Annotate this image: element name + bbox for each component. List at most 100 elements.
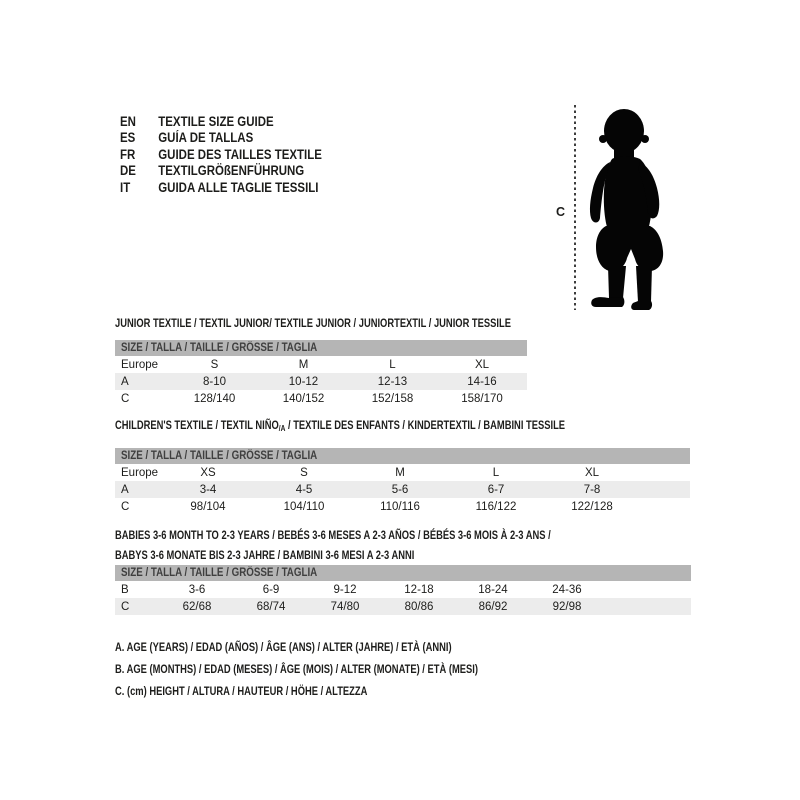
- height-label: C: [556, 205, 566, 219]
- height-cell: 152/158: [371, 392, 414, 405]
- filler-cell: [640, 481, 690, 498]
- babies-size-table: SIZE / TALLA / TAILLE / GRÖSSE / TAGLIA …: [115, 565, 691, 615]
- age-cell: 7-8: [583, 483, 601, 496]
- language-code: DE: [120, 163, 136, 179]
- language-row-es: ES GUÍA DE TALLAS: [120, 130, 322, 147]
- height-cell: 62/68: [182, 600, 212, 613]
- table-row-sizes: Europe S M L XL: [115, 356, 527, 373]
- table-row-height: C 98/104 104/110 110/116 116/122 122/128: [115, 498, 690, 515]
- language-label: TEXTILGRÖßENFÜHRUNG: [158, 163, 305, 179]
- language-label: GUÍA DE TALLAS: [158, 130, 254, 146]
- age-cell: 12-13: [377, 375, 408, 388]
- height-cell: 122/128: [571, 500, 613, 513]
- age-cell: 6-7: [487, 483, 505, 496]
- age-cell: 8-10: [202, 375, 227, 388]
- row-label: C: [121, 600, 130, 613]
- size-header-label: SIZE / TALLA / TAILLE / GRÖSSE / TAGLIA: [121, 342, 318, 354]
- size-cell: L: [492, 466, 500, 479]
- height-measure-dotted-line: [574, 105, 576, 310]
- legend-notes: A. AGE (YEARS) / EDAD (AÑOS) / ÂGE (ANS)…: [115, 636, 580, 702]
- language-list: EN TEXTILE SIZE GUIDE ES GUÍA DE TALLAS …: [120, 113, 358, 196]
- note-age-years: A. AGE (YEARS) / EDAD (AÑOS) / ÂGE (ANS)…: [115, 640, 452, 654]
- language-label: GUIDA ALLE TAGLIE TESSILI: [158, 179, 319, 195]
- age-cell: 3-4: [199, 483, 217, 496]
- table-row-height: C 62/68 68/74 74/80 80/86 86/92 92/98: [115, 598, 691, 615]
- size-cell: XS: [200, 466, 216, 479]
- age-cell: 9-12: [333, 583, 357, 596]
- height-cell: 86/92: [478, 600, 508, 613]
- table-row-age: A 3-4 4-5 5-6 6-7 7-8: [115, 481, 690, 498]
- size-header-bar: SIZE / TALLA / TAILLE / GRÖSSE / TAGLIA: [115, 448, 690, 464]
- children-title-sub: /A: [278, 423, 286, 433]
- filler-cell: [640, 498, 690, 515]
- size-cell: XL: [584, 466, 600, 479]
- junior-section-title: JUNIOR TEXTILE / TEXTIL JUNIOR/ TEXTILE …: [115, 316, 511, 330]
- language-row-de: DE TEXTILGRÖßENFÜHRUNG: [120, 163, 322, 180]
- size-cell: S: [300, 466, 308, 479]
- size-cell: M: [395, 466, 405, 479]
- language-code: ES: [120, 130, 136, 146]
- row-label: C: [121, 500, 130, 513]
- filler-cell: [604, 598, 691, 615]
- size-header-bar: SIZE / TALLA / TAILLE / GRÖSSE / TAGLIA: [115, 565, 691, 581]
- size-cell: XL: [474, 358, 490, 371]
- baby-figure: C: [545, 95, 715, 325]
- note-age-months: B. AGE (MONTHS) / EDAD (MESES) / ÂGE (MO…: [115, 662, 478, 676]
- size-header-label: SIZE / TALLA / TAILLE / GRÖSSE / TAGLIA: [121, 450, 318, 462]
- row-label: C: [121, 392, 130, 405]
- age-cell: 6-9: [262, 583, 280, 596]
- height-cell: 140/152: [282, 392, 325, 405]
- table-row-age: A 8-10 10-12 12-13 14-16: [115, 373, 527, 390]
- language-row-fr: FR GUIDE DES TAILLES TEXTILE: [120, 146, 322, 163]
- height-cell: 116/122: [475, 500, 517, 513]
- size-header-label: SIZE / TALLA / TAILLE / GRÖSSE / TAGLIA: [121, 567, 318, 579]
- height-cell: 92/98: [552, 600, 582, 613]
- age-cell: 12-18: [404, 583, 434, 596]
- height-cell: 74/80: [330, 600, 360, 613]
- language-code: IT: [120, 179, 131, 195]
- babies-title-line2: BABYS 3-6 MONATE BIS 2-3 JAHRE / BAMBINI…: [115, 547, 415, 562]
- table-row-age-months: B 3-6 6-9 9-12 12-18 18-24 24-36: [115, 581, 691, 598]
- region-label: Europe: [121, 466, 159, 479]
- age-cell: 24-36: [552, 583, 582, 596]
- children-title-pre: CHILDREN'S TEXTILE / TEXTIL NIÑO: [115, 418, 279, 432]
- age-cell: 10-12: [288, 375, 319, 388]
- age-cell: 18-24: [478, 583, 508, 596]
- babies-section-title: BABIES 3-6 MONTH TO 2-3 YEARS / BEBÉS 3-…: [115, 526, 551, 565]
- language-row-en: EN TEXTILE SIZE GUIDE: [120, 113, 322, 130]
- children-section-title: CHILDREN'S TEXTILE / TEXTIL NIÑO/A / TEX…: [115, 418, 565, 435]
- junior-size-table: SIZE / TALLA / TAILLE / GRÖSSE / TAGLIA …: [115, 340, 527, 407]
- babies-title-line1: BABIES 3-6 MONTH TO 2-3 YEARS / BEBÉS 3-…: [115, 528, 551, 542]
- row-label: B: [121, 583, 129, 596]
- age-cell: 4-5: [295, 483, 313, 496]
- size-cell: S: [210, 358, 219, 371]
- size-header-bar: SIZE / TALLA / TAILLE / GRÖSSE / TAGLIA: [115, 340, 527, 356]
- language-code: FR: [120, 146, 136, 162]
- language-code: EN: [120, 113, 136, 129]
- height-cell: 80/86: [404, 600, 434, 613]
- age-cell: 5-6: [391, 483, 409, 496]
- height-cell: 68/74: [256, 600, 286, 613]
- children-size-table: SIZE / TALLA / TAILLE / GRÖSSE / TAGLIA …: [115, 448, 690, 515]
- table-row-height: C 128/140 140/152 152/158 158/170: [115, 390, 527, 407]
- height-cell: 110/116: [380, 500, 420, 513]
- baby-silhouette-icon: [589, 109, 664, 310]
- age-cell: 14-16: [467, 375, 497, 388]
- height-cell: 158/170: [461, 392, 503, 405]
- size-cell: M: [298, 358, 309, 371]
- table-row-sizes: Europe XS S M L XL: [115, 464, 690, 481]
- filler-cell: [604, 581, 691, 598]
- row-label: A: [121, 483, 129, 496]
- children-title-post: / TEXTILE DES ENFANTS / KINDERTEXTIL / B…: [285, 418, 566, 432]
- age-cell: 3-6: [188, 583, 206, 596]
- region-label: Europe: [121, 358, 159, 371]
- height-cell: 128/140: [193, 392, 236, 405]
- height-cell: 98/104: [190, 500, 226, 513]
- language-row-it: IT GUIDA ALLE TAGLIE TESSILI: [120, 179, 322, 196]
- language-label: GUIDE DES TAILLES TEXTILE: [158, 146, 322, 162]
- size-cell: L: [389, 358, 396, 371]
- row-label: A: [121, 375, 129, 388]
- height-cell: 104/110: [283, 500, 325, 513]
- language-label: TEXTILE SIZE GUIDE: [158, 113, 274, 129]
